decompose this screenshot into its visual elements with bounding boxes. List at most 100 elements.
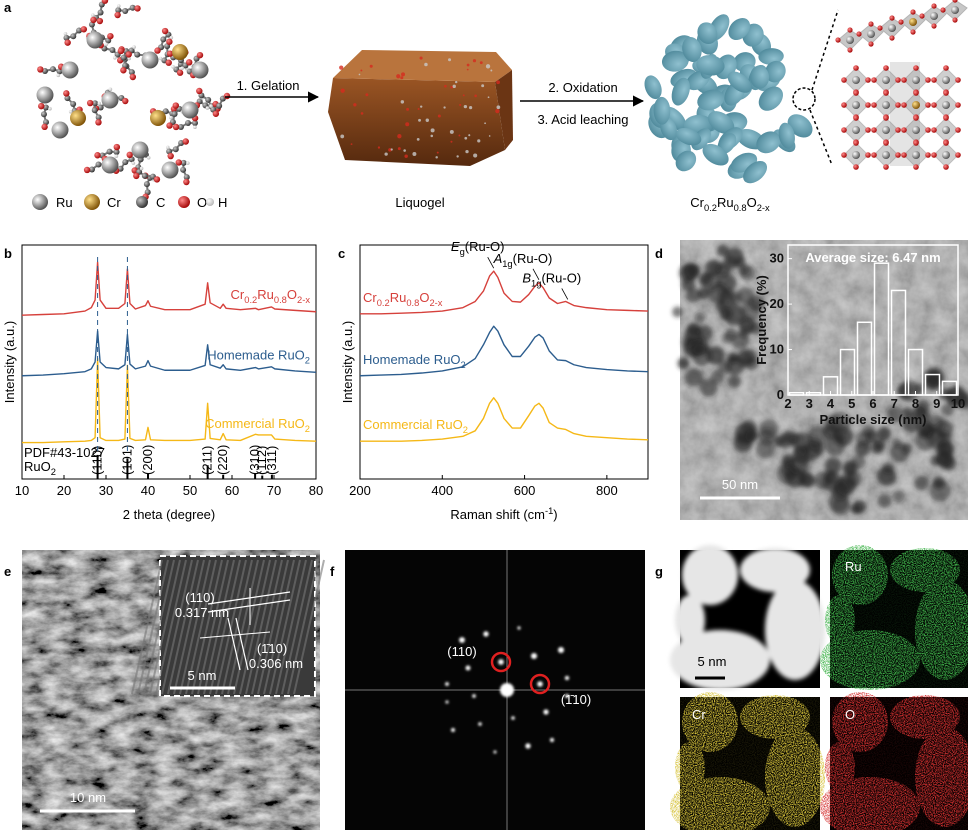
atom [43, 119, 50, 126]
tem-particle [854, 440, 871, 457]
hrtem-image-e: (110)0.317 nm (1̄10)0.306 nm 5 nm 10 nm [22, 550, 325, 830]
atom [853, 65, 859, 71]
atom [88, 166, 95, 173]
tem-particle [957, 393, 968, 409]
peak-annotation-part: (Ru-O) [513, 251, 553, 266]
fft-spot [564, 675, 570, 681]
particle [675, 127, 702, 146]
block-speck [340, 88, 345, 93]
series-label-part: O [419, 290, 429, 305]
atom [925, 127, 931, 133]
atom [113, 143, 121, 151]
atom [32, 194, 48, 210]
bar [873, 262, 890, 396]
x-tick-label: 8 [912, 396, 919, 411]
map-blob [832, 545, 888, 605]
block-speck [468, 134, 471, 137]
tem-particle [681, 277, 696, 291]
block-speck [435, 156, 438, 159]
tem-particle [773, 435, 785, 447]
atom [122, 159, 129, 166]
fringe-marker [207, 591, 291, 605]
atom [913, 164, 919, 170]
fft-image-f: (110) (1̄10) [345, 550, 645, 830]
block-speck [353, 103, 357, 107]
series-label-part: Homemade RuO [207, 347, 305, 362]
series-label-part: 0.2 [377, 298, 390, 308]
atom [134, 5, 141, 12]
block-speck [479, 61, 483, 65]
tem-image-d: 50 nm [672, 240, 968, 520]
lattice-fringe [173, 559, 205, 695]
block-speck [360, 69, 363, 72]
tem-particle [902, 407, 913, 418]
atom [115, 7, 122, 14]
block-speck [455, 80, 458, 84]
atom [178, 196, 190, 208]
atom [943, 115, 949, 121]
liquogel-block [328, 50, 513, 166]
atom [216, 102, 223, 109]
block-speck [397, 134, 402, 139]
particle [708, 111, 735, 135]
step-label: 3. Acid leaching [537, 112, 628, 127]
atom [169, 35, 174, 40]
histogram-title: Average size: 6.47 nm [805, 250, 940, 265]
map-blob [915, 580, 968, 680]
atom [86, 31, 104, 49]
atom [889, 15, 895, 21]
y-tick-label: 0 [777, 387, 784, 402]
plane-label: (110) [185, 590, 214, 605]
tem-particle [718, 360, 731, 374]
atom [70, 110, 86, 126]
atom [91, 13, 95, 18]
particle [697, 89, 725, 111]
tem-particle [864, 429, 878, 443]
lattice-fringe [227, 559, 259, 695]
atom [141, 51, 159, 69]
particle [756, 131, 781, 154]
tem-particle [722, 333, 734, 345]
atom [852, 151, 860, 159]
atom [943, 65, 949, 71]
annotation-leader [561, 288, 569, 300]
tem-particle [700, 271, 721, 292]
lattice-fringe [179, 559, 211, 695]
atom [120, 54, 127, 61]
atom [888, 24, 896, 32]
block-speck [477, 139, 481, 143]
tem-particle [734, 431, 754, 450]
particle [671, 77, 690, 106]
atom [882, 126, 890, 134]
atom [952, 0, 958, 3]
atom [61, 61, 79, 79]
series-label-part: Cr [231, 287, 245, 302]
atom [931, 77, 937, 83]
tem-particle [697, 288, 710, 300]
block-speck [358, 73, 361, 76]
series-label-part: 2 [461, 360, 466, 370]
reference-label: (200) [140, 445, 155, 475]
atom [83, 166, 91, 174]
block-speck [469, 106, 473, 110]
particle [727, 71, 752, 93]
tem-particles [672, 244, 968, 516]
atom [853, 164, 859, 170]
atom [942, 126, 950, 134]
x-tick-label: 40 [141, 483, 155, 498]
block-speck [466, 68, 469, 71]
atom [912, 151, 920, 159]
fft-spot [459, 637, 465, 643]
atom [125, 51, 132, 58]
map-signal [670, 545, 825, 690]
lattice-fringe [287, 559, 319, 695]
eds-maps-g: 5 nm Ru Cr O [670, 545, 968, 830]
lattice-fringe [257, 559, 289, 695]
atom [86, 99, 94, 107]
fft-center [500, 683, 514, 697]
atom [141, 172, 148, 179]
lattice-fringe [209, 559, 241, 695]
reference-material-part: RuO [24, 459, 51, 474]
atom [943, 140, 949, 146]
block-speck [401, 72, 405, 77]
